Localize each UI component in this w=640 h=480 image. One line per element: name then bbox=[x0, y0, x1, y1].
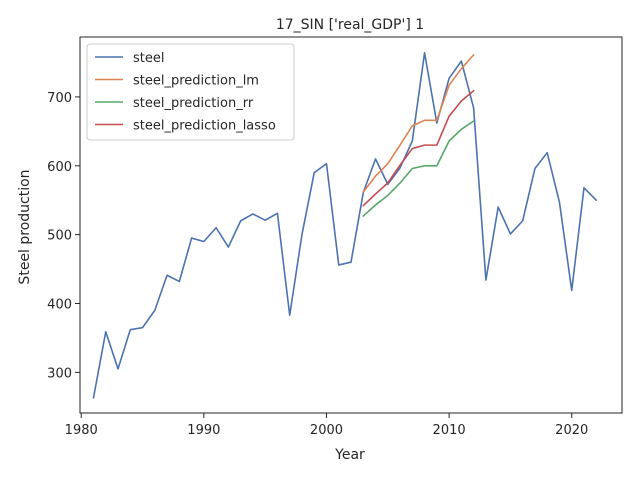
y-tick-label: 700 bbox=[47, 91, 72, 106]
series-line-steel-prediction-lasso bbox=[362, 89, 475, 207]
y-tick-label: 400 bbox=[47, 298, 72, 313]
y-axis-label: Steel production bbox=[17, 169, 33, 284]
y-tick-label: 300 bbox=[47, 366, 72, 381]
y-tick-label: 600 bbox=[47, 160, 72, 175]
legend-label: steel_prediction_rr bbox=[133, 96, 254, 111]
plot-frame bbox=[79, 36, 623, 414]
chart-title: 17_SIN ['real_GDP'] 1 bbox=[276, 17, 424, 33]
plot-area: 1980 1990 2000 2010 2020 300 400 500 600 700 bbox=[47, 36, 623, 438]
legend-label: steel_prediction_lm bbox=[133, 74, 259, 89]
legend-box bbox=[86, 43, 295, 141]
legend: steel steel_prediction_lm steel_prediction… bbox=[86, 43, 295, 141]
series-line-steel-prediction-rr bbox=[362, 120, 475, 217]
x-tick-label: 1980 bbox=[65, 423, 98, 438]
x-tick-label: 2000 bbox=[310, 423, 343, 438]
series-line-steel bbox=[92, 52, 598, 399]
x-axis-label: Year bbox=[334, 447, 365, 463]
legend-label: steel_prediction_lasso bbox=[133, 119, 276, 134]
y-tick-label: 500 bbox=[47, 229, 72, 244]
series-line-steel-prediction-lm bbox=[362, 54, 475, 193]
x-tick-label: 1990 bbox=[187, 423, 220, 438]
x-tick-label: 2010 bbox=[433, 423, 466, 438]
legend-label: steel bbox=[133, 51, 164, 66]
x-tick-label: 2020 bbox=[555, 423, 588, 438]
